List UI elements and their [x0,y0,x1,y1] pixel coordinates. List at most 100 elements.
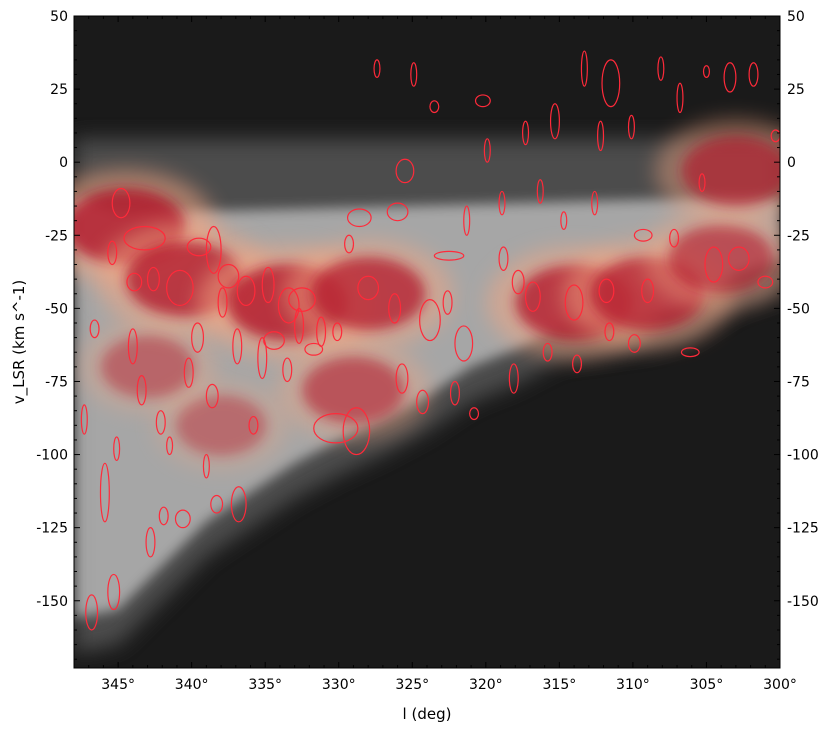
cloud-ellipse [111,187,131,219]
cloud-ellipse [469,407,480,421]
cloud-ellipse [748,62,759,87]
cloud-ellipse [524,281,541,312]
cloud-ellipse [676,82,684,114]
x-tick-label: 335° [248,677,282,693]
cloud-ellipse [107,573,121,611]
cloud-ellipse [344,234,355,254]
cloud-ellipse [770,129,780,143]
cloud-ellipse [429,100,440,114]
cloud-ellipse [633,228,653,242]
cloud-ellipse [205,383,219,409]
cloud-ellipse [580,50,588,87]
y-tick-label-right: -100 [787,448,819,464]
cloud-ellipse [564,284,584,321]
cloud-ellipse [146,266,160,292]
x-tick-label: 325° [395,677,429,693]
cloud-ellipse [107,240,118,266]
y-tick-label-right: -50 [787,301,810,317]
y-tick-label-left: -150 [36,594,68,610]
cloud-ellipse [536,179,544,204]
cloud-ellipse [627,114,635,140]
x-tick-label: 320° [469,677,503,693]
cloud-ellipse [89,319,100,339]
cloud-ellipse [202,453,210,479]
cloud-ellipse [248,415,259,435]
y-axis-label: v_LSR (km s^-1) [10,280,29,405]
cloud-ellipse [85,594,99,631]
y-tick-label-right: -75 [787,374,810,390]
cloud-ellipse [522,120,530,146]
x-tick-label: 305° [690,677,724,693]
cloud-ellipse [261,266,275,304]
cloud-ellipses-layer [80,50,780,631]
cloud-ellipse [598,278,615,304]
cloud-ellipse [342,407,371,456]
cloud-ellipse [127,328,138,365]
x-axis-ticks: 345° 340° 335° 330° 325° 320° 315° 310° 305° 300° [73,16,797,693]
y-tick-label-left: 0 [59,155,68,171]
cloud-ellipse [230,486,247,523]
cloud-ellipse [304,342,324,356]
intensity-peak [681,136,780,206]
cloud-ellipse [357,275,380,301]
x-tick-label: 310° [616,677,650,693]
y-tick-label-right: -25 [787,228,810,244]
cloud-ellipse [388,293,402,324]
cloud-ellipse [416,389,430,415]
cloud-ellipse [166,269,194,307]
cloud-ellipse [386,202,409,222]
y-tick-label-right: -150 [787,594,819,610]
cloud-ellipse [191,322,205,353]
cloud-ellipse [597,120,605,152]
cloud-ellipse [123,225,166,251]
intensity-peak [668,224,774,293]
cloud-ellipse [217,263,240,289]
plot-area [74,16,780,668]
cloud-ellipse [183,357,194,388]
cloud-ellipse [483,138,491,163]
cloud-ellipse [126,272,143,292]
cloud-ellipse [433,250,465,261]
cloud-ellipse [560,211,568,231]
cloud-ellipse [604,322,615,342]
cloud-ellipse [316,316,327,347]
intensity-peak [302,357,405,424]
x-tick-label: 345° [101,677,135,693]
cloud-ellipse [702,65,710,78]
intensity-peak [311,257,426,331]
cloud-ellipse [158,506,169,526]
y-tick-label-left: -100 [36,448,68,464]
cloud-ellipse [210,494,224,514]
cloud-ellipse [498,246,509,271]
x-tick-label: 300° [763,677,797,693]
y-tick-label-left: -125 [36,521,68,537]
cloud-ellipse [511,269,525,295]
cloud-ellipse [205,225,222,274]
cloud-ellipse [757,275,774,289]
cloud-ellipse [257,337,268,380]
cloud-ellipse [498,190,506,216]
cloud-ellipse [442,290,453,315]
y-tick-label-right: 0 [787,155,796,171]
cloud-ellipse [373,59,381,78]
cloud-ellipse [449,380,460,406]
cloud-ellipse [145,527,156,558]
cloud-ellipse [657,56,665,81]
y-tick-label-left: 50 [50,9,68,25]
cloud-ellipse [282,357,293,383]
cloud-ellipse [454,325,474,362]
cloud-ellipse [591,190,599,216]
cloud-ellipse [155,410,166,435]
y-tick-label-left: 25 [50,82,68,98]
y-axis-ticks-right: 50 25 0 -25 -50 -75 -100 -125 -150 [774,9,819,660]
cloud-ellipse [395,363,409,394]
cloud-ellipse [166,436,174,456]
cloud-ellipse [294,307,305,345]
cloud-ellipse [99,462,110,523]
cloud-ellipse [641,278,655,304]
cloud-ellipse [136,375,147,406]
y-tick-label-right: 25 [787,82,805,98]
cloud-ellipse [508,363,519,394]
cloud-ellipse [704,246,724,283]
